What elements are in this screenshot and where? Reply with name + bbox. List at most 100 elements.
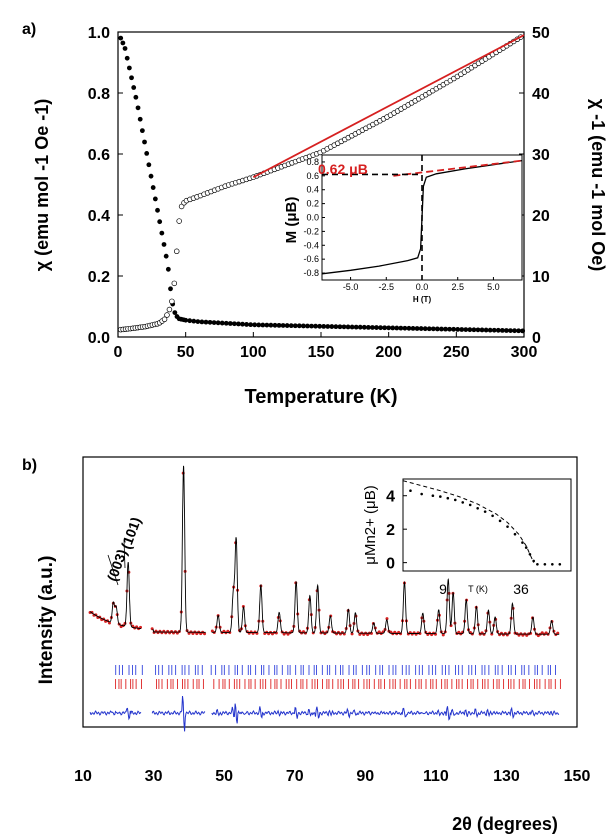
inset-b-ylabel: μMn2+ (μB) (362, 485, 379, 564)
difference-curve (211, 703, 560, 724)
inset-b-ticks: 0 2 4 (386, 489, 407, 573)
chi-marker (292, 323, 298, 329)
chi-marker (122, 46, 128, 51)
chi-marker (260, 322, 266, 328)
y-tick-label-left: 0.2 (88, 269, 110, 286)
moment-point (446, 496, 450, 500)
x-tick-label: 0 (114, 344, 123, 361)
chi-marker (207, 319, 213, 325)
calculated-profile (89, 562, 142, 630)
chi-marker (479, 327, 485, 333)
chi-marker (390, 325, 396, 331)
chi-marker (491, 327, 497, 333)
moment-point (536, 563, 539, 566)
chi-marker (129, 75, 134, 81)
chi-marker (325, 324, 331, 329)
chi-marker (120, 40, 126, 46)
moment-point (420, 492, 423, 496)
moment-point (558, 563, 562, 566)
inset-a-y-tick-label: -0.4 (303, 240, 319, 250)
plot-b-ticks: 10 30 50 70 90 110 130 150 (74, 768, 590, 785)
chi-marker (386, 325, 392, 331)
inset-a-y-tick-label: 0.2 (306, 199, 319, 209)
chi-marker (516, 328, 521, 334)
chi-marker (439, 326, 444, 332)
chi-marker (313, 323, 318, 329)
chi-marker (157, 219, 163, 225)
chi-marker (159, 230, 165, 236)
inset-a-y-tick-label: 0.8 (306, 157, 319, 167)
chi-marker (144, 150, 150, 156)
x-tick-label: 10 (74, 768, 92, 785)
moment-point (524, 546, 528, 549)
chi-marker (155, 207, 160, 213)
peak-arrow-003 (107, 554, 119, 586)
moment-point (439, 495, 442, 498)
inverse-chi-marker (173, 248, 180, 255)
chi-marker (459, 327, 465, 332)
chi-marker (131, 85, 137, 90)
inverse-chi-marker (176, 218, 182, 224)
chi-marker (236, 321, 241, 327)
moment-point (551, 563, 554, 566)
inset-b-y-tick-label: 0 (386, 556, 395, 573)
chi-marker (499, 328, 505, 333)
chi-marker (520, 328, 526, 334)
chi-marker (195, 319, 201, 324)
chi-marker (231, 321, 237, 327)
y-tick-label-right: 10 (532, 269, 550, 286)
chi-marker (244, 322, 249, 327)
inset-b-xtick-right: 36 (513, 581, 529, 597)
chi-marker (150, 185, 156, 190)
curie-weiss-fit-line (252, 34, 525, 178)
moment-point (483, 510, 487, 513)
chi-marker (426, 326, 432, 332)
chi-marker (288, 323, 294, 329)
chi-marker (272, 322, 278, 328)
moment-point (528, 552, 532, 556)
chi-marker (398, 325, 404, 331)
inset-a-x-tick-label: -5.0 (343, 282, 359, 292)
chi-marker (345, 324, 351, 330)
chi-marker (487, 327, 493, 333)
peak-label-101: (101) (118, 515, 144, 551)
x-tick-label: 30 (145, 768, 163, 785)
chi-marker (333, 324, 339, 330)
chi-marker (365, 324, 371, 330)
observed-point (441, 633, 445, 637)
inset-a-annotation: 0.62 μB (318, 161, 368, 177)
x-tick-label: 110 (423, 768, 449, 785)
chi-marker (455, 327, 461, 332)
chi-marker (451, 326, 457, 332)
chi-marker (203, 319, 209, 325)
y-tick-label-left: 1.0 (88, 25, 110, 42)
moment-point (476, 506, 479, 510)
inset-a-x-tick-label: 5.0 (487, 282, 500, 292)
moment-point (506, 525, 509, 528)
plot-b-marks (88, 465, 561, 732)
chi-marker (353, 324, 359, 330)
x-tick-label: 130 (493, 768, 520, 785)
chi-marker (135, 105, 141, 111)
chi-marker (374, 325, 379, 330)
chi-marker (495, 327, 501, 333)
chi-marker (280, 323, 286, 328)
chi-marker (382, 325, 388, 331)
chi-marker (394, 325, 400, 331)
chi-marker (211, 320, 217, 325)
inset-a-y-tick-label: -0.6 (303, 254, 319, 264)
order-parameter-fit (402, 480, 535, 563)
inset-a-y-tick-label: -0.8 (303, 268, 319, 278)
plot-a-ylabel-right: χ -1 (emu -1 mol Oe) (588, 99, 608, 271)
chi-marker (483, 327, 489, 333)
moment-point (521, 541, 524, 544)
chi-marker (161, 242, 167, 247)
chi-marker (137, 116, 143, 122)
inverse-chi-marker (169, 298, 175, 305)
chi-marker (191, 318, 197, 324)
inset-a-x-tick-label: -2.5 (379, 282, 395, 292)
chi-marker (337, 324, 343, 330)
chi-marker (165, 266, 171, 272)
x-tick-label: 150 (564, 768, 591, 785)
inset-b-marks (402, 480, 562, 566)
